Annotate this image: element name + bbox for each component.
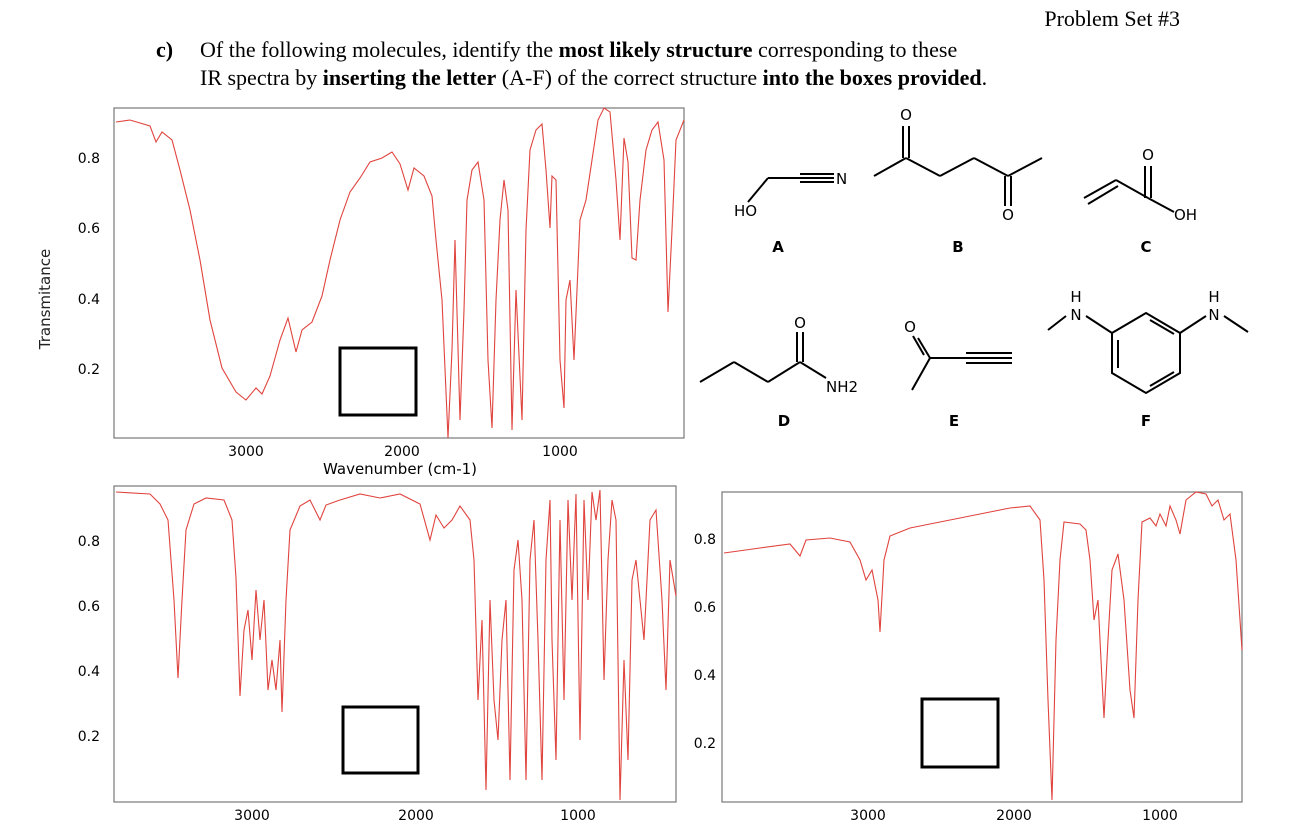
molecule-f bbox=[1047, 311, 1249, 395]
atom-label: HO bbox=[734, 202, 757, 220]
x-tick: 3000 bbox=[228, 444, 264, 460]
molecule-d bbox=[699, 332, 827, 383]
spectrum-1-frame bbox=[113, 107, 685, 439]
y-tick: 0.2 bbox=[694, 736, 716, 752]
problem-set-header: Problem Set #3 bbox=[1044, 6, 1180, 31]
y-tick: 0.4 bbox=[78, 664, 100, 680]
y-tick: 0.2 bbox=[78, 362, 100, 378]
structure-labels: HO N A O O B O OH C O NH2 D O E H N H N … bbox=[734, 106, 1220, 430]
molecule-a bbox=[747, 173, 834, 203]
atom-label: O bbox=[904, 318, 916, 336]
x-tick: 3000 bbox=[850, 808, 886, 824]
molecule-c bbox=[1083, 166, 1175, 213]
molecule-letter: A bbox=[772, 238, 784, 256]
atom-label: NH2 bbox=[826, 378, 858, 396]
molecule-letter: D bbox=[778, 412, 790, 430]
atom-label: O bbox=[794, 314, 806, 332]
atom-label: N bbox=[836, 170, 847, 188]
spectrum-1: 0.8 0.6 0.4 0.2 3000 2000 1000 Wavenumbe… bbox=[78, 107, 685, 478]
x-tick: 2000 bbox=[398, 808, 434, 824]
y-tick: 0.6 bbox=[78, 599, 100, 615]
atom-label: H bbox=[1070, 288, 1081, 306]
molecule-letter: E bbox=[949, 412, 959, 430]
atom-label: N bbox=[1070, 306, 1081, 324]
spectrum-2: 0.8 0.6 0.4 0.2 3000 2000 1000 bbox=[78, 485, 677, 824]
spectrum-3-frame bbox=[721, 491, 1243, 803]
y-tick: 0.8 bbox=[78, 151, 100, 167]
spectrum-2-frame bbox=[113, 485, 677, 803]
molecule-letter: B bbox=[952, 238, 963, 256]
x-tick: 2000 bbox=[384, 444, 420, 460]
spectrum-3-trace bbox=[723, 491, 1243, 801]
atom-label: O bbox=[1002, 206, 1014, 224]
molecule-b bbox=[873, 126, 1043, 206]
y-tick: 0.4 bbox=[78, 292, 100, 308]
answer-box-2[interactable] bbox=[341, 705, 420, 775]
x-tick: 1000 bbox=[1142, 808, 1178, 824]
spectrum-2-trace bbox=[115, 489, 677, 801]
molecule-letter: C bbox=[1140, 238, 1151, 256]
x-tick: 1000 bbox=[542, 444, 578, 460]
spectrum-1-trace bbox=[115, 107, 685, 439]
y-tick: 0.8 bbox=[694, 532, 716, 548]
spectrum-3: 0.8 0.6 0.4 0.2 3000 2000 1000 bbox=[694, 491, 1243, 824]
atom-label: O bbox=[900, 106, 912, 124]
x-tick: 2000 bbox=[996, 808, 1032, 824]
x-tick: 3000 bbox=[234, 808, 270, 824]
x-tick: 1000 bbox=[560, 808, 596, 824]
answer-box-3[interactable] bbox=[920, 697, 1000, 769]
y-tick: 0.6 bbox=[694, 600, 716, 616]
atom-label: OH bbox=[1174, 206, 1197, 224]
atom-label: O bbox=[1142, 146, 1154, 164]
atom-label: H bbox=[1208, 288, 1219, 306]
molecule-letter: F bbox=[1141, 412, 1151, 430]
y-tick: 0.4 bbox=[694, 668, 716, 684]
answer-box-1[interactable] bbox=[338, 346, 418, 417]
y-tick: 0.2 bbox=[78, 729, 100, 745]
y-tick: 0.8 bbox=[78, 534, 100, 550]
structures-panel bbox=[699, 126, 1249, 395]
question-label: c) bbox=[156, 37, 174, 62]
y-tick: 0.6 bbox=[78, 221, 100, 237]
question-text: c) Of the following molecules, identify t… bbox=[156, 37, 988, 90]
atom-label: N bbox=[1208, 306, 1219, 324]
x-axis-label: Wavenumber (cm-1) bbox=[323, 460, 477, 478]
molecule-e bbox=[911, 335, 1012, 391]
